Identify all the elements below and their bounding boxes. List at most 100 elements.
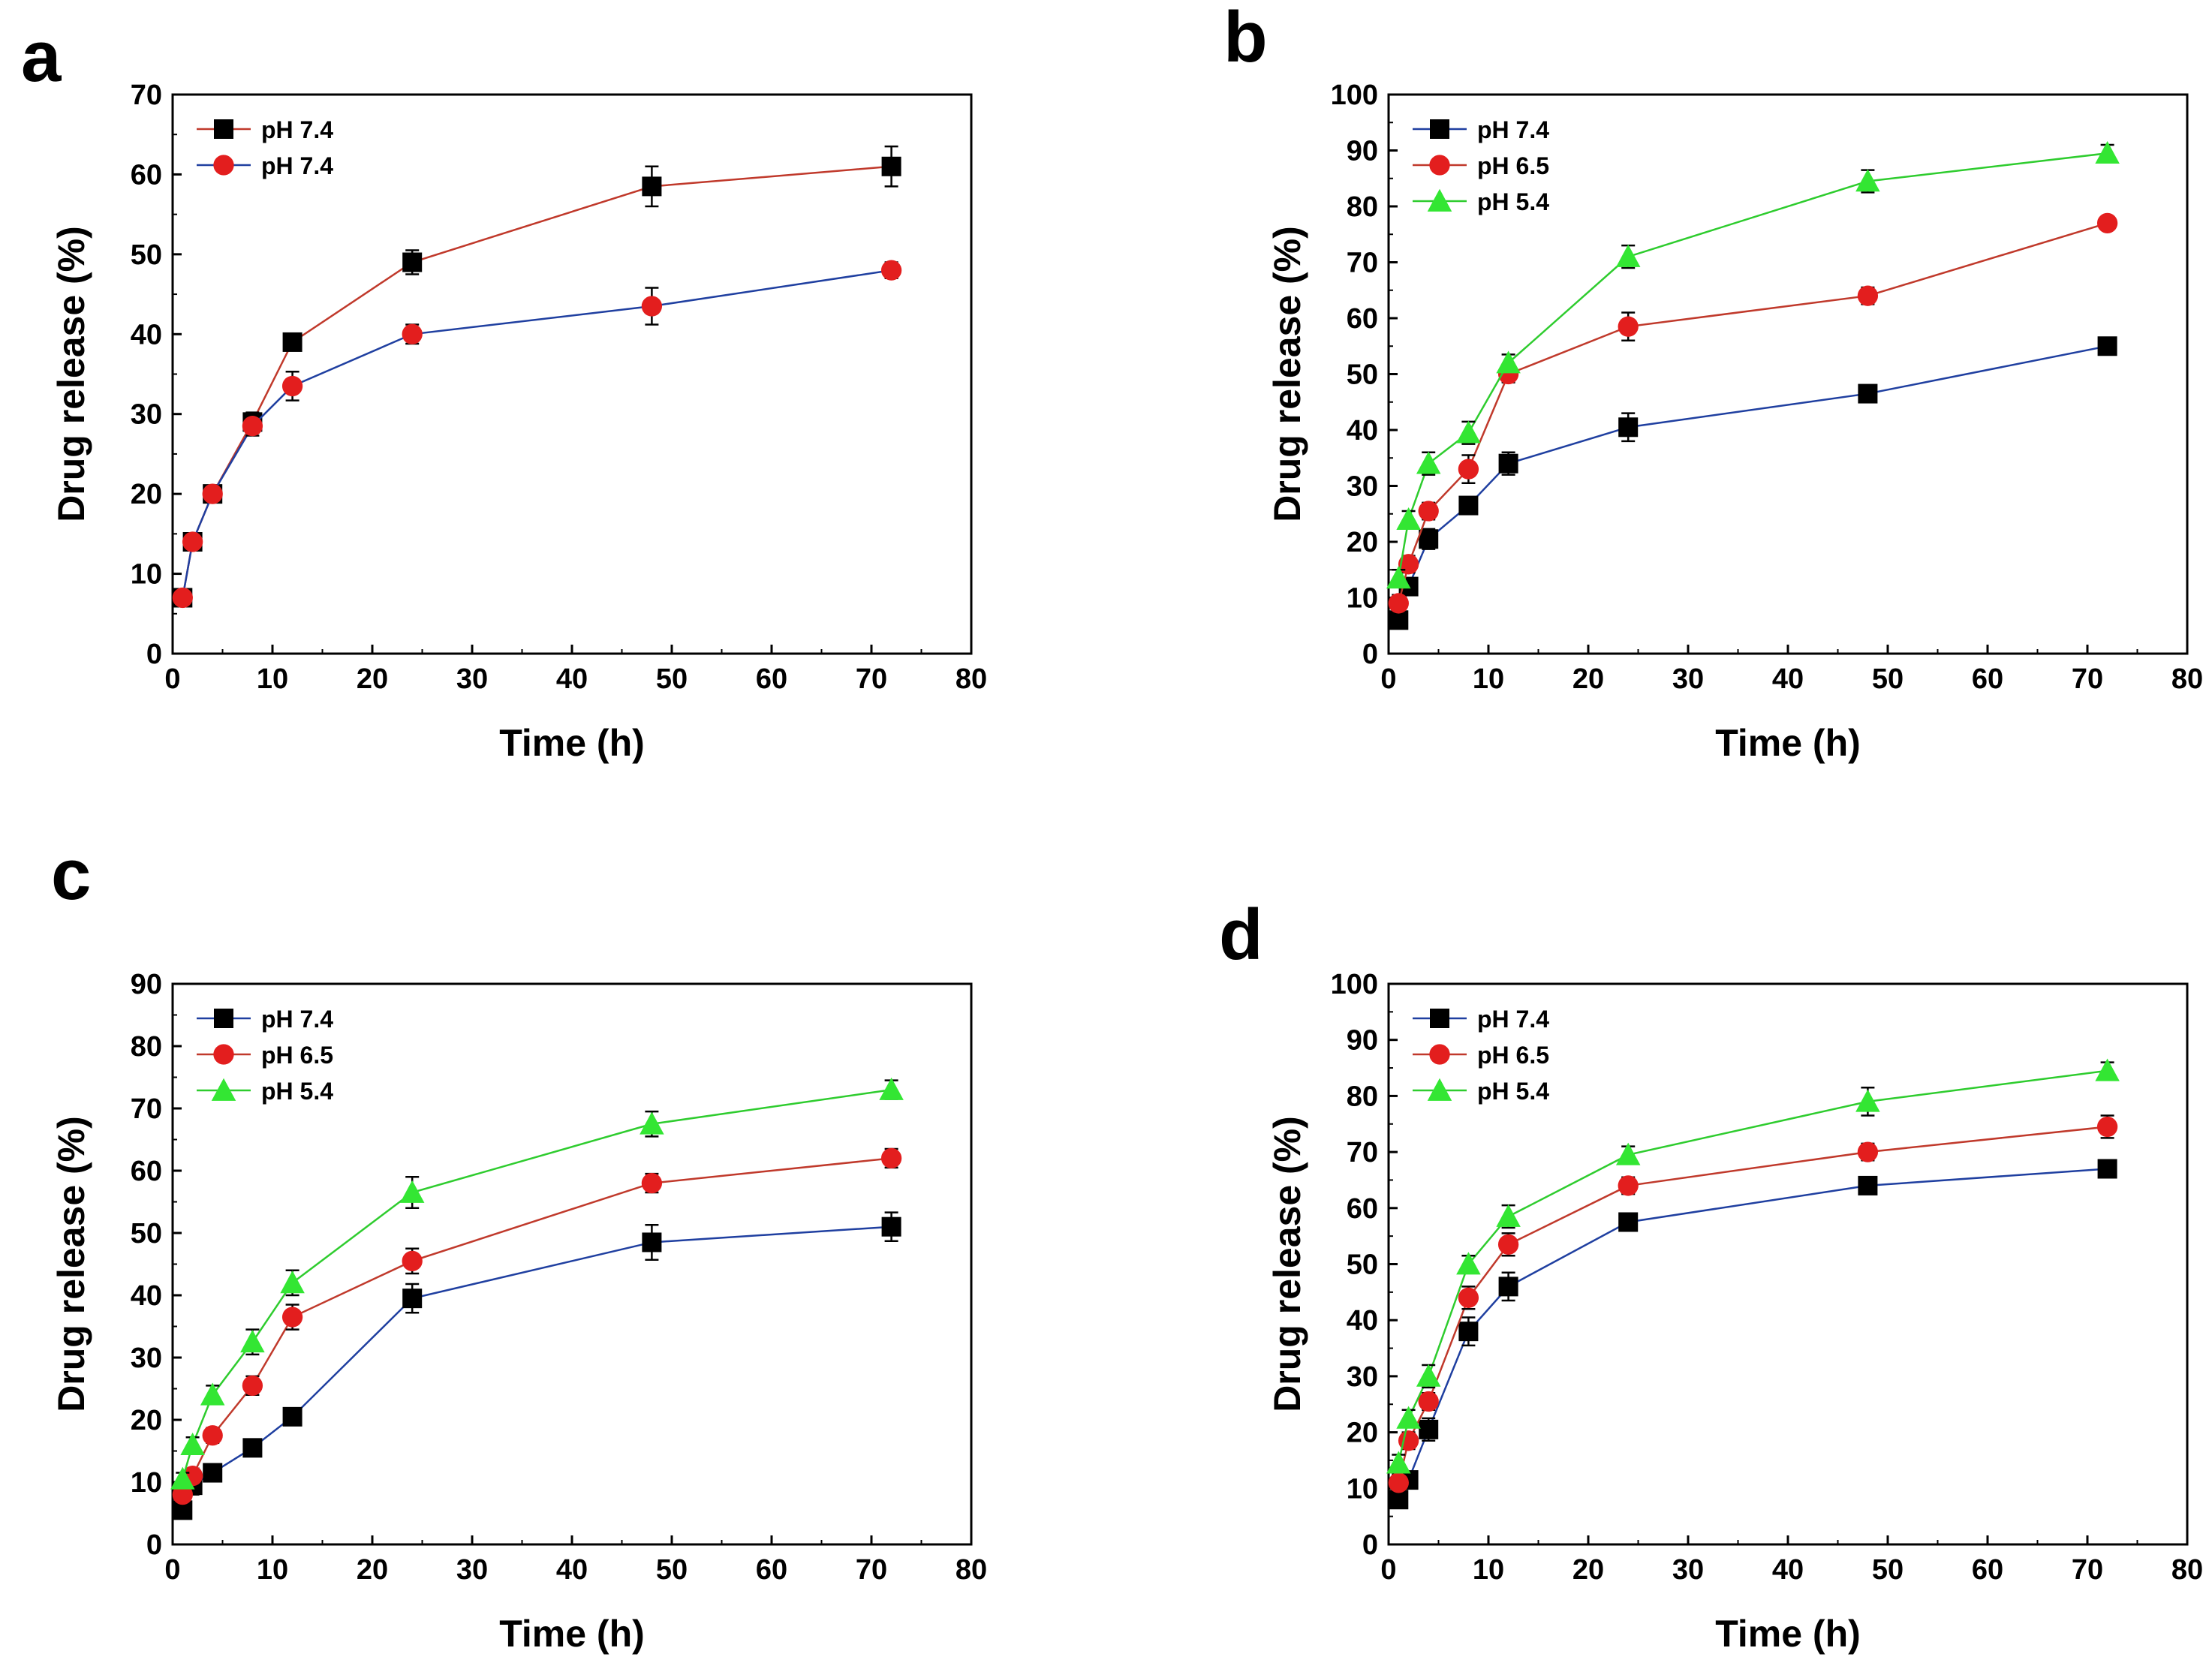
y-tick-label: 60 (131, 159, 162, 191)
data-point-circle (641, 296, 663, 317)
data-point-circle (1618, 1175, 1639, 1196)
data-point-circle (641, 1172, 663, 1194)
x-tick-label: 10 (1473, 1554, 1504, 1586)
y-tick-label: 20 (131, 479, 162, 510)
data-point-triangle (1496, 350, 1521, 374)
data-point-square (642, 1232, 662, 1252)
y-tick-label: 80 (1347, 1081, 1378, 1112)
x-tick-label: 30 (456, 663, 488, 695)
x-tick-label: 70 (2072, 663, 2103, 695)
x-tick-label: 30 (1672, 663, 1704, 695)
data-point-square (1498, 1277, 1518, 1297)
legend: pH 7.4 pH 6.5 pH 5.4 (1413, 1006, 1549, 1105)
y-axis-title: Drug release (%) (50, 226, 92, 522)
legend-label: pH 6.5 (1477, 1042, 1549, 1069)
data-point-triangle (170, 1466, 195, 1490)
x-tick-label: 20 (1572, 1554, 1604, 1586)
data-point-triangle (280, 1271, 305, 1294)
data-point-square (2097, 1159, 2117, 1179)
data-point-square (1419, 1419, 1439, 1439)
data-point-square (402, 252, 423, 272)
x-tick-label: 70 (856, 663, 887, 695)
data-point-triangle (640, 1111, 664, 1135)
y-axis-title: Drug release (%) (1266, 1116, 1308, 1412)
y-tick-label: 80 (1347, 191, 1378, 223)
data-point-circle (1418, 1391, 1439, 1412)
data-point-square (1858, 1175, 1878, 1195)
data-point-square (282, 332, 302, 352)
data-point-circle (1388, 1472, 1409, 1493)
data-point-triangle (399, 1180, 425, 1203)
x-axis-title: Time (h) (499, 722, 645, 764)
x-tick-label: 40 (1772, 663, 1804, 695)
y-tick-label: 10 (1347, 1473, 1378, 1505)
y-tick-label: 70 (131, 80, 162, 111)
x-tick-label: 0 (164, 1554, 180, 1586)
x-tick-label: 80 (956, 663, 987, 695)
data-point-triangle (211, 1078, 236, 1101)
panel-c: c 0 10 20 30 40 50 60 70 80 0 10 20 30 40 50 60 70 80 90 Tim… (50, 834, 987, 1655)
y-tick-label: 100 (1331, 969, 1378, 1000)
y-tick-label: 60 (1347, 303, 1378, 335)
legend-label: pH 7.4 (261, 116, 333, 143)
data-point-square (1458, 1322, 1479, 1342)
y-tick-label: 20 (131, 1405, 162, 1436)
panel-letter: d (1219, 895, 1263, 975)
x-tick-label: 50 (1872, 1554, 1904, 1586)
x-tick-label: 0 (164, 663, 180, 695)
series-line (1398, 1126, 2108, 1484)
data-point-square (1618, 1212, 1639, 1232)
y-tick-label: 10 (131, 559, 162, 591)
legend: pH 7.4 pH 6.5 pH 5.4 (197, 1006, 333, 1105)
x-tick-label: 30 (1672, 1554, 1704, 1586)
x-tick-label: 30 (456, 1554, 488, 1586)
legend-label: pH 7.4 (1477, 116, 1549, 143)
x-tick-label: 40 (556, 1554, 588, 1586)
x-tick-label: 80 (956, 1554, 987, 1586)
x-tick-label: 60 (1972, 663, 2003, 695)
y-tick-label: 30 (131, 1343, 162, 1374)
y-tick-label: 0 (146, 639, 162, 670)
x-tick-label: 70 (2072, 1554, 2103, 1586)
data-point-square (1389, 1490, 1409, 1510)
data-point-triangle (1855, 169, 1880, 192)
panel-d: d 0 10 20 30 40 50 60 70 80 0 10 20 30 40 50 60 70 80 90 100… (1219, 895, 2203, 1655)
data-point-triangle (1427, 1078, 1452, 1101)
data-point-triangle (1427, 188, 1452, 212)
y-tick-label: 90 (1347, 1025, 1378, 1057)
x-tick-label: 50 (656, 663, 688, 695)
panel-letter: a (21, 17, 62, 97)
y-tick-label: 70 (131, 1093, 162, 1125)
data-point-triangle (1615, 1142, 1641, 1165)
x-tick-label: 50 (1872, 663, 1904, 695)
series-1 (173, 1211, 901, 1520)
panel-letter: b (1223, 0, 1268, 77)
data-point-circle (202, 483, 223, 504)
y-tick-label: 10 (131, 1467, 162, 1499)
data-point-circle (242, 416, 263, 437)
y-tick-label: 50 (1347, 359, 1378, 391)
y-tick-label: 10 (1347, 583, 1378, 615)
data-point-triangle (879, 1077, 904, 1100)
y-tick-label: 50 (1347, 1249, 1378, 1281)
x-axis-title: Time (h) (499, 1613, 645, 1655)
y-tick-label: 0 (146, 1529, 162, 1561)
data-point-triangle (1496, 1204, 1521, 1227)
y-tick-label: 30 (131, 399, 162, 431)
series-2 (172, 260, 902, 609)
data-point-circle (1458, 1287, 1479, 1308)
legend-label: pH 6.5 (261, 1042, 333, 1069)
x-axis-title: Time (h) (1715, 1613, 1861, 1655)
data-point-circle (182, 531, 203, 552)
data-point-triangle (1615, 244, 1641, 267)
y-tick-label: 100 (1331, 80, 1378, 111)
series-2 (1388, 212, 2118, 614)
data-point-circle (1418, 501, 1439, 522)
y-tick-label: 50 (131, 1218, 162, 1249)
data-point-circle (1398, 1430, 1419, 1451)
data-point-triangle (1416, 1364, 1441, 1387)
series-1 (1389, 336, 2117, 630)
x-tick-label: 10 (257, 1554, 288, 1586)
y-tick-label: 80 (131, 1031, 162, 1063)
